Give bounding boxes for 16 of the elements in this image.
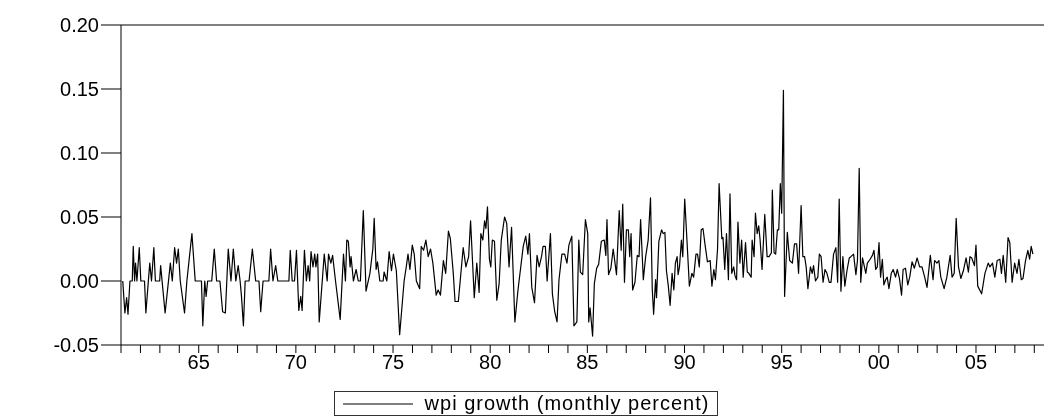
y-tick-label: -0.05	[53, 334, 99, 357]
y-tick-label: 0.10	[60, 142, 99, 165]
x-tick-label: 00	[867, 351, 890, 374]
x-tick-label: 90	[673, 351, 696, 374]
y-tick-label: 0.05	[60, 206, 99, 229]
y-tick-label: 0.15	[60, 78, 99, 101]
y-tick-label: 0.20	[60, 14, 99, 37]
x-tick-label: 75	[381, 351, 405, 374]
y-tick-label: 0.00	[60, 270, 99, 293]
x-tick-label: 95	[770, 351, 793, 374]
x-tick-label: 65	[187, 351, 210, 374]
legend-label: wpi growth (monthly percent)	[424, 392, 710, 415]
x-tick-label: 70	[284, 351, 308, 374]
x-tick-label: 05	[964, 351, 988, 374]
x-tick-label: 85	[576, 351, 599, 374]
x-tick-label: 80	[479, 351, 502, 374]
